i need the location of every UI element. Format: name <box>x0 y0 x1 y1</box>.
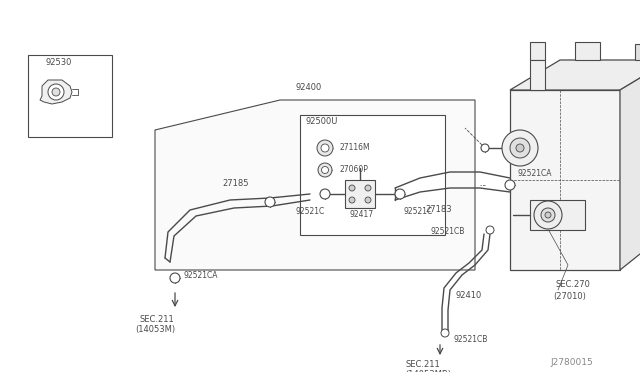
Circle shape <box>441 329 449 337</box>
Circle shape <box>318 163 332 177</box>
Text: 27183: 27183 <box>425 205 452 214</box>
Circle shape <box>510 138 530 158</box>
Polygon shape <box>530 42 545 60</box>
Text: J2780015: J2780015 <box>550 358 593 367</box>
Bar <box>530 200 585 230</box>
Bar <box>300 115 445 235</box>
Text: 92521CB: 92521CB <box>431 228 465 237</box>
Circle shape <box>321 167 328 173</box>
Circle shape <box>317 140 333 156</box>
Text: SEC.211: SEC.211 <box>140 315 175 324</box>
Polygon shape <box>635 44 640 60</box>
Text: SEC.211: SEC.211 <box>405 360 440 369</box>
Circle shape <box>502 130 538 166</box>
Text: 92400: 92400 <box>295 83 321 92</box>
Text: (27010): (27010) <box>553 292 586 301</box>
Circle shape <box>516 144 524 152</box>
Circle shape <box>534 201 562 229</box>
Text: SEC.270: SEC.270 <box>555 280 590 289</box>
Circle shape <box>365 185 371 191</box>
Circle shape <box>320 189 330 199</box>
Circle shape <box>52 88 60 96</box>
Circle shape <box>265 197 275 207</box>
Text: 27185: 27185 <box>222 179 248 188</box>
Circle shape <box>505 180 515 190</box>
Circle shape <box>481 144 489 152</box>
Circle shape <box>545 212 551 218</box>
Text: (14053M): (14053M) <box>135 325 175 334</box>
Text: 92521CA: 92521CA <box>183 272 218 280</box>
Circle shape <box>321 144 329 152</box>
Polygon shape <box>510 90 620 270</box>
Circle shape <box>395 189 405 199</box>
Circle shape <box>349 197 355 203</box>
Circle shape <box>365 197 371 203</box>
Text: 92417: 92417 <box>350 210 374 219</box>
Polygon shape <box>40 80 72 104</box>
Text: 92521C: 92521C <box>403 207 432 216</box>
Circle shape <box>48 84 64 100</box>
Circle shape <box>170 273 180 283</box>
Polygon shape <box>510 60 640 90</box>
Polygon shape <box>530 60 545 90</box>
Text: 27116M: 27116M <box>340 143 371 152</box>
Polygon shape <box>620 60 640 270</box>
Text: 27060P: 27060P <box>340 165 369 174</box>
Text: 92410: 92410 <box>455 291 481 299</box>
Text: 92530: 92530 <box>45 58 72 67</box>
Circle shape <box>541 208 555 222</box>
Polygon shape <box>575 42 600 60</box>
Polygon shape <box>155 100 475 270</box>
Bar <box>345 180 375 208</box>
Text: 92521CA: 92521CA <box>518 169 552 178</box>
Text: (14053MB): (14053MB) <box>405 370 451 372</box>
Circle shape <box>349 185 355 191</box>
Text: 92521C: 92521C <box>295 207 324 216</box>
Circle shape <box>486 226 494 234</box>
Text: 92500U: 92500U <box>305 117 337 126</box>
Bar <box>28 55 112 137</box>
Text: 92521CB: 92521CB <box>453 335 488 344</box>
